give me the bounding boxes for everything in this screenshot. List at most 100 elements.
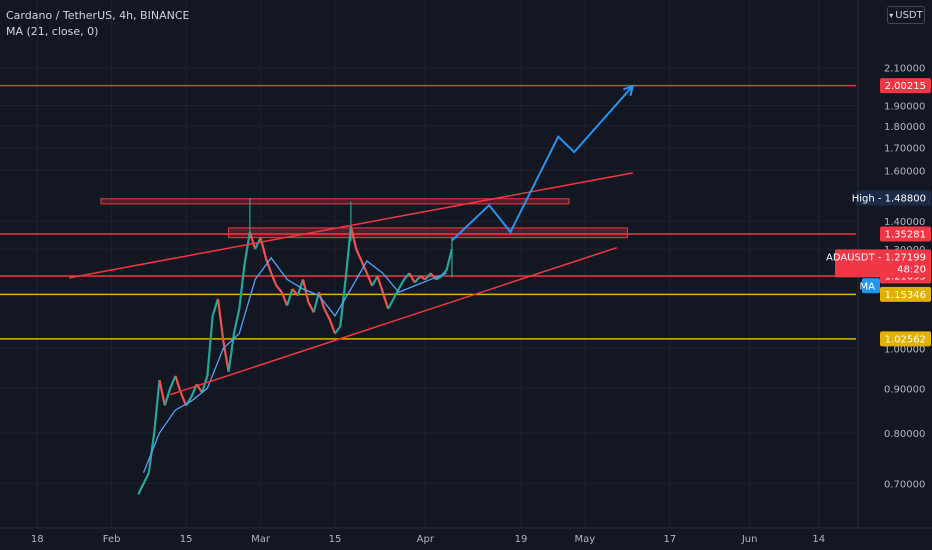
- price-segment: [206, 315, 214, 376]
- time-tick-label: Apr: [417, 534, 435, 545]
- price-segment: [371, 275, 379, 287]
- price-segment: [169, 375, 177, 389]
- arrow-head-icon: [622, 84, 635, 97]
- price-segment: [275, 285, 283, 293]
- price-segment: [264, 257, 273, 274]
- indicator-label[interactable]: MA (21, close, 0): [6, 25, 99, 38]
- time-tick-label: 19: [515, 534, 528, 545]
- price-segment: [387, 298, 395, 310]
- price-segment: [280, 291, 289, 306]
- time-tick-label: Mar: [251, 534, 271, 545]
- currency-label: USDT: [895, 9, 923, 21]
- price-segment: [360, 260, 368, 274]
- price-tick-label: 0.70000: [884, 479, 925, 490]
- time-tick-label: 15: [180, 534, 193, 545]
- price-segment: [222, 340, 230, 373]
- price-segment: [397, 278, 406, 290]
- price-tick-label: 1.90000: [884, 101, 925, 112]
- time-tick-label: May: [575, 534, 596, 545]
- current-price-badge: 48:20: [897, 264, 926, 275]
- projection-path-group: [451, 84, 635, 242]
- price-segment: [243, 231, 251, 265]
- chart-grid: [0, 0, 856, 527]
- moving-average-line: [142, 256, 447, 474]
- price-tick-label: 1.00000: [884, 344, 925, 355]
- price-candles: [137, 197, 453, 495]
- price-segment: [174, 375, 182, 393]
- time-axis: 18 Feb 15 Mar 15 Apr 19 May 17 Jun 14: [0, 527, 932, 550]
- time-tick-label: 15: [329, 534, 342, 545]
- price-segment: [153, 379, 161, 433]
- level-badge-bg: [880, 226, 931, 242]
- price-segment: [317, 291, 326, 310]
- price-tick-label: 1.70000: [884, 144, 925, 155]
- price-segment: [200, 375, 209, 393]
- price-segment: [413, 275, 421, 284]
- level-badge: 2.00215: [885, 81, 926, 92]
- trendline: [169, 246, 617, 396]
- price-segment: [259, 237, 267, 259]
- price-segment: [424, 272, 432, 281]
- price-tick-label: 1.40000: [884, 217, 925, 228]
- price-segment: [435, 275, 442, 281]
- price-segment: [334, 325, 342, 335]
- price-segment: [232, 308, 241, 334]
- price-segment: [365, 272, 374, 287]
- price-segment: [248, 231, 257, 250]
- currency-selector[interactable]: ▾ USDT: [887, 6, 925, 24]
- price-segment: [376, 275, 384, 293]
- price-segment: [323, 308, 331, 320]
- price-segment: [301, 279, 310, 303]
- time-tick-label: Jun: [741, 534, 758, 545]
- resistance-zone: [228, 227, 628, 239]
- price-tick-label: 0.90000: [884, 384, 925, 395]
- price-segment: [381, 291, 390, 310]
- price-segment: [163, 387, 172, 406]
- trendline: [68, 172, 633, 279]
- resistance-zones: [100, 198, 628, 239]
- ma-polyline: [142, 256, 447, 474]
- price-segment: [355, 248, 363, 262]
- price-segment: [291, 288, 299, 297]
- price-badges: 2.002151.352811.210951.153461.02562High …: [826, 78, 931, 347]
- price-tick-label: 2.10000: [884, 64, 925, 75]
- level-badge: 1.02562: [885, 334, 926, 345]
- price-tick-label: 0.80000: [884, 429, 925, 440]
- horizontal-levels: [0, 84, 856, 340]
- price-segment: [403, 272, 411, 281]
- price-segment: [419, 275, 426, 281]
- price-segment: [179, 392, 188, 406]
- level-badge-bg: [880, 331, 931, 347]
- chart-title: Cardano / TetherUS, 4h, BINANCE: [6, 9, 190, 22]
- high-badge-bg: [856, 190, 931, 206]
- price-segment: [307, 301, 315, 313]
- price-tick-label: 1.80000: [884, 122, 925, 133]
- time-tick-label: Feb: [103, 534, 121, 545]
- level-badge-bg: [880, 78, 931, 94]
- price-segment: [445, 248, 453, 271]
- ma-badge-bg: [862, 278, 880, 294]
- chevron-down-icon: ▾: [889, 10, 894, 20]
- level-badge-bg: [880, 286, 931, 302]
- price-segment: [270, 272, 278, 287]
- price-segment: [286, 288, 294, 306]
- ma-badge: MA: [860, 281, 876, 292]
- time-tick-label: 18: [31, 534, 44, 545]
- current-price-badge-bg: [835, 249, 931, 278]
- time-tick-label: 17: [664, 534, 677, 545]
- level-badge: 1.35281: [885, 230, 926, 241]
- level-badge: 1.15346: [885, 290, 926, 301]
- price-tick-label: 1.60000: [884, 167, 925, 178]
- trend-channel: [68, 172, 633, 396]
- projection-path: [451, 85, 634, 242]
- price-segment: [238, 263, 246, 310]
- time-tick-label: 14: [812, 534, 825, 545]
- high-badge: High - 1.48800: [852, 193, 926, 204]
- time-axis-bg: [0, 528, 932, 550]
- resistance-zone: [100, 198, 570, 205]
- price-segment: [216, 298, 225, 342]
- price-segment: [328, 318, 336, 334]
- price-segment: [344, 226, 353, 280]
- price-segment: [408, 272, 416, 284]
